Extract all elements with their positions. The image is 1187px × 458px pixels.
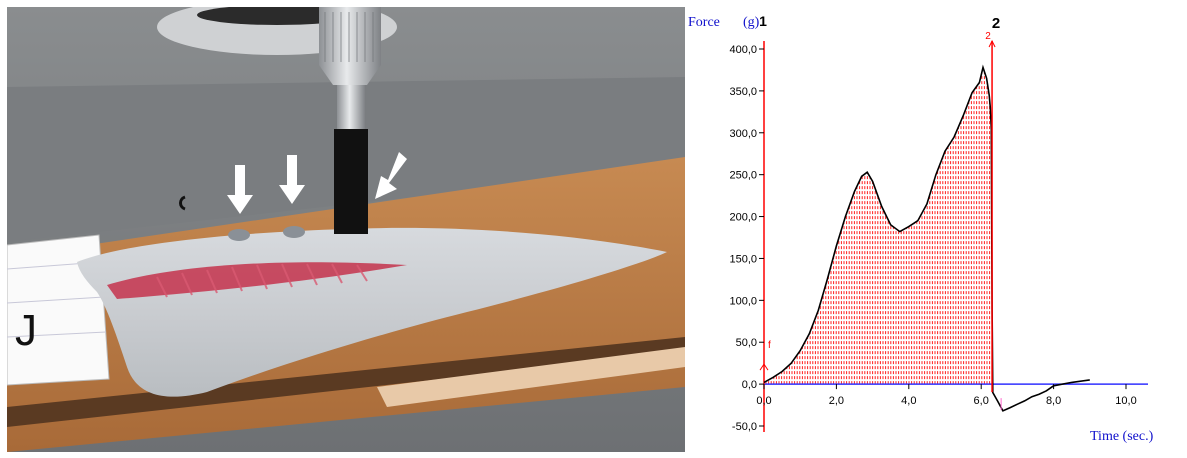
x-tick-label: 4,0	[901, 395, 916, 407]
fish-fillet-photo: J	[7, 7, 685, 452]
knurl-pattern	[324, 12, 374, 62]
y-tick-label: -50,0	[732, 421, 757, 433]
x-tick-label: 2,0	[829, 395, 844, 407]
y-tick-label: 300,0	[729, 128, 757, 140]
y-tick-label: 250,0	[729, 170, 757, 182]
puncture-hole	[228, 229, 250, 241]
probe-needle	[334, 129, 368, 234]
x-tick-label: 10,0	[1115, 395, 1136, 407]
y-tick-label: 100,0	[729, 295, 757, 307]
x-tick-label: 0,0	[756, 395, 771, 407]
board-edge-shadow	[7, 337, 685, 427]
y-tick-label: 150,0	[729, 253, 757, 265]
x-tick-label: 8,0	[1046, 395, 1061, 407]
force-curve	[763, 64, 1090, 412]
paper-rule	[7, 296, 105, 304]
paper-letter: J	[15, 306, 37, 355]
pin-bones	[156, 263, 368, 298]
puncture-hole	[283, 226, 305, 238]
down-arrow-icon	[279, 155, 305, 204]
y-tick-label: 200,0	[729, 212, 757, 224]
force-time-chart: Force (g) Time (sec.) 400,0350,0300,0250…	[688, 13, 1154, 444]
probe-shaft	[337, 85, 365, 135]
y-tick-label: 50,0	[736, 337, 757, 349]
start-marker-arrow-icon	[759, 363, 769, 371]
plate-mark	[179, 195, 186, 211]
diagonal-arrow-icon	[375, 152, 407, 199]
x-axis-title: Time (sec.)	[1090, 429, 1154, 444]
marker-arrow-icon	[988, 39, 996, 48]
y-tick-label: 400,0	[729, 44, 757, 56]
down-arrow-icon	[227, 165, 253, 214]
x-tick-label: 6,0	[974, 395, 989, 407]
y-axis-unit: (g)	[743, 15, 760, 30]
marker-small-label: 2	[985, 31, 991, 42]
board-strip	[377, 347, 685, 407]
marker-top-label: 1	[759, 13, 767, 29]
paper-rule	[7, 331, 107, 338]
probe-knurled-head	[319, 7, 381, 65]
marker-label: 2	[992, 15, 1000, 32]
y-tick-label: 350,0	[729, 86, 757, 98]
cable-coil	[197, 7, 357, 25]
probe-taper	[319, 65, 381, 85]
start-marker-label: f	[768, 340, 771, 351]
arrow-icon-group	[227, 152, 407, 214]
y-tick-label: 0,0	[742, 379, 757, 391]
plot-area: 400,0 350,0 300,0 250,0 200,0 150,0 100,0 50,0 0…	[729, 13, 1148, 433]
bloodline	[107, 262, 407, 299]
y-axis-title: Force	[688, 15, 720, 30]
